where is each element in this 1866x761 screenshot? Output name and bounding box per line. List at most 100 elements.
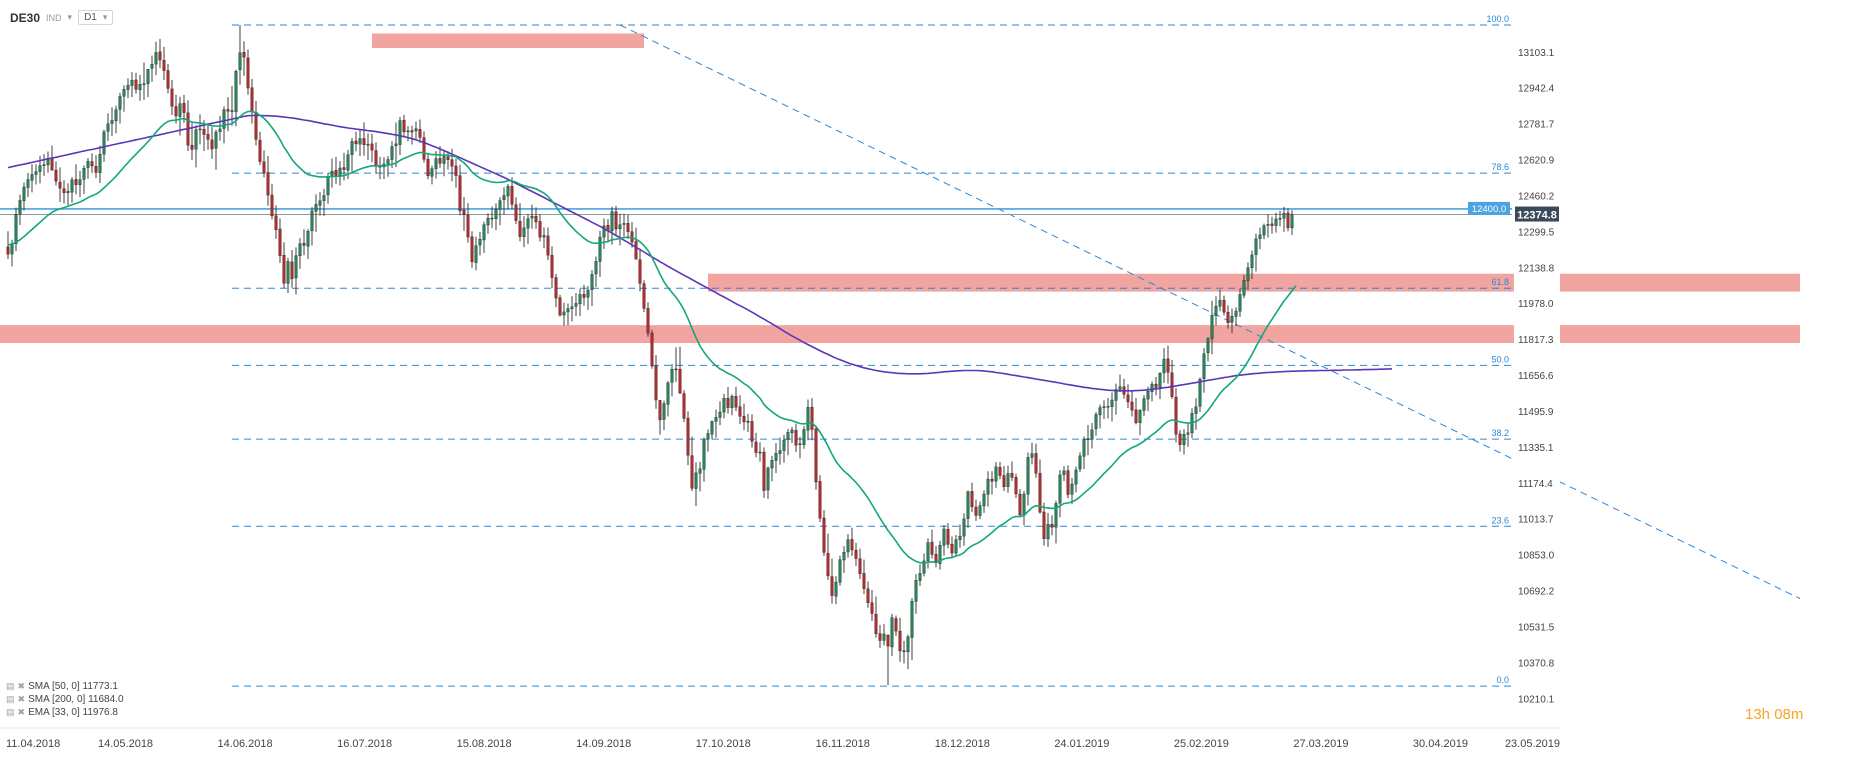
candle bbox=[886, 634, 890, 686]
y-tick-label: 10370.8 bbox=[1518, 658, 1555, 669]
indicator-row-sma50[interactable]: ▤ ✖ SMA [50, 0] 11773.1 bbox=[6, 680, 124, 693]
candle-body-bear bbox=[898, 630, 902, 652]
candle-body-bull bbox=[1186, 432, 1190, 435]
close-icon[interactable]: ✖ bbox=[17, 707, 26, 717]
candle-body-bear bbox=[1126, 394, 1130, 403]
candle bbox=[614, 205, 618, 236]
candle-body-bull bbox=[922, 560, 926, 574]
y-tick-label: 11656.6 bbox=[1518, 371, 1554, 382]
candle bbox=[310, 207, 314, 246]
y-tick-label: 10692.2 bbox=[1518, 587, 1555, 598]
settings-icon[interactable]: ▤ bbox=[6, 707, 15, 717]
candle-body-bull bbox=[218, 128, 222, 133]
candle-body-bull bbox=[194, 129, 198, 150]
candle-body-bear bbox=[438, 158, 442, 164]
indicator-row-ema33[interactable]: ▤ ✖ EMA [33, 0] 11976.8 bbox=[6, 706, 124, 719]
candle bbox=[1198, 377, 1202, 413]
candle-body-bear bbox=[534, 216, 538, 223]
candle bbox=[54, 161, 58, 186]
candle-body-bull bbox=[774, 453, 778, 461]
candle-body-bull bbox=[1202, 353, 1206, 379]
candle-body-bull bbox=[118, 96, 122, 110]
candle-body-bull bbox=[14, 214, 18, 244]
candle-body-bull bbox=[222, 109, 226, 129]
candle bbox=[262, 150, 266, 178]
candle-body-bull bbox=[958, 535, 962, 540]
candle-body-bull bbox=[1006, 473, 1010, 487]
candle bbox=[662, 400, 666, 430]
candle-body-bull bbox=[154, 52, 158, 65]
candle bbox=[306, 229, 310, 259]
x-tick-label: 15.08.2018 bbox=[457, 738, 512, 750]
candle-body-bear bbox=[930, 541, 934, 555]
candle bbox=[526, 213, 530, 244]
candle-body-bear bbox=[1154, 383, 1158, 388]
candle bbox=[670, 364, 674, 397]
chevron-down-icon[interactable]: ▾ bbox=[67, 12, 73, 22]
candle bbox=[1102, 400, 1106, 419]
candle bbox=[126, 78, 130, 99]
candle bbox=[1110, 392, 1114, 422]
candle bbox=[294, 247, 298, 295]
candle bbox=[806, 399, 810, 441]
candle-body-bull bbox=[574, 303, 578, 307]
candle bbox=[1058, 469, 1062, 518]
candle bbox=[1202, 348, 1206, 393]
candle-body-bear bbox=[250, 87, 254, 113]
candle-body-bear bbox=[1014, 477, 1018, 495]
candle bbox=[574, 292, 578, 317]
candle bbox=[794, 423, 798, 453]
market-label: IND bbox=[46, 12, 62, 23]
candle bbox=[634, 227, 638, 260]
candle-body-bear bbox=[510, 186, 514, 205]
candle bbox=[1254, 233, 1258, 272]
candle-body-bear bbox=[362, 138, 366, 145]
candle bbox=[1106, 397, 1110, 419]
candle bbox=[626, 214, 630, 239]
close-icon[interactable]: ✖ bbox=[17, 694, 26, 704]
candle-body-bull bbox=[1206, 338, 1210, 354]
plot-area bbox=[0, 24, 1800, 687]
timeframe-select[interactable]: D1 ▾ bbox=[78, 10, 114, 25]
candle bbox=[362, 122, 366, 156]
candle bbox=[70, 177, 74, 203]
candle-body-bull bbox=[954, 539, 958, 554]
candle bbox=[594, 256, 598, 287]
candle-body-bull bbox=[590, 274, 594, 290]
candle-body-bull bbox=[1258, 234, 1262, 239]
candle-body-bear bbox=[490, 217, 494, 220]
candle-body-bull bbox=[526, 218, 530, 229]
candle-body-bear bbox=[850, 539, 854, 551]
candle bbox=[1014, 473, 1018, 499]
symbol-name[interactable]: DE30 bbox=[10, 10, 41, 25]
candle-body-bear bbox=[94, 166, 98, 173]
candle-body-bull bbox=[666, 382, 670, 405]
settings-icon[interactable]: ▤ bbox=[6, 694, 15, 704]
candle bbox=[482, 221, 486, 253]
candle bbox=[454, 158, 458, 188]
candle bbox=[678, 346, 682, 394]
candle-body-bear bbox=[342, 167, 346, 170]
y-tick-label: 10210.1 bbox=[1518, 694, 1555, 705]
close-icon[interactable]: ✖ bbox=[17, 681, 26, 691]
candle-body-bull bbox=[578, 294, 582, 305]
candle bbox=[1078, 452, 1082, 472]
candle-body-bear bbox=[650, 332, 654, 367]
candle-body-bear bbox=[826, 553, 830, 577]
candle-body-bull bbox=[1266, 224, 1270, 226]
settings-icon[interactable]: ▤ bbox=[6, 681, 15, 691]
indicator-row-sma200[interactable]: ▤ ✖ SMA [200, 0] 11684.0 bbox=[6, 693, 124, 706]
candle bbox=[522, 216, 526, 248]
candle bbox=[750, 414, 754, 448]
candle bbox=[314, 194, 318, 232]
candle-body-bear bbox=[870, 602, 874, 614]
candle bbox=[690, 436, 694, 491]
candle-body-bull bbox=[622, 223, 626, 225]
candle-body-bear bbox=[6, 246, 10, 255]
candle-body-bull bbox=[1238, 294, 1242, 312]
candle-body-bull bbox=[694, 472, 698, 489]
candle bbox=[774, 443, 778, 474]
candle-body-bull bbox=[942, 528, 946, 546]
